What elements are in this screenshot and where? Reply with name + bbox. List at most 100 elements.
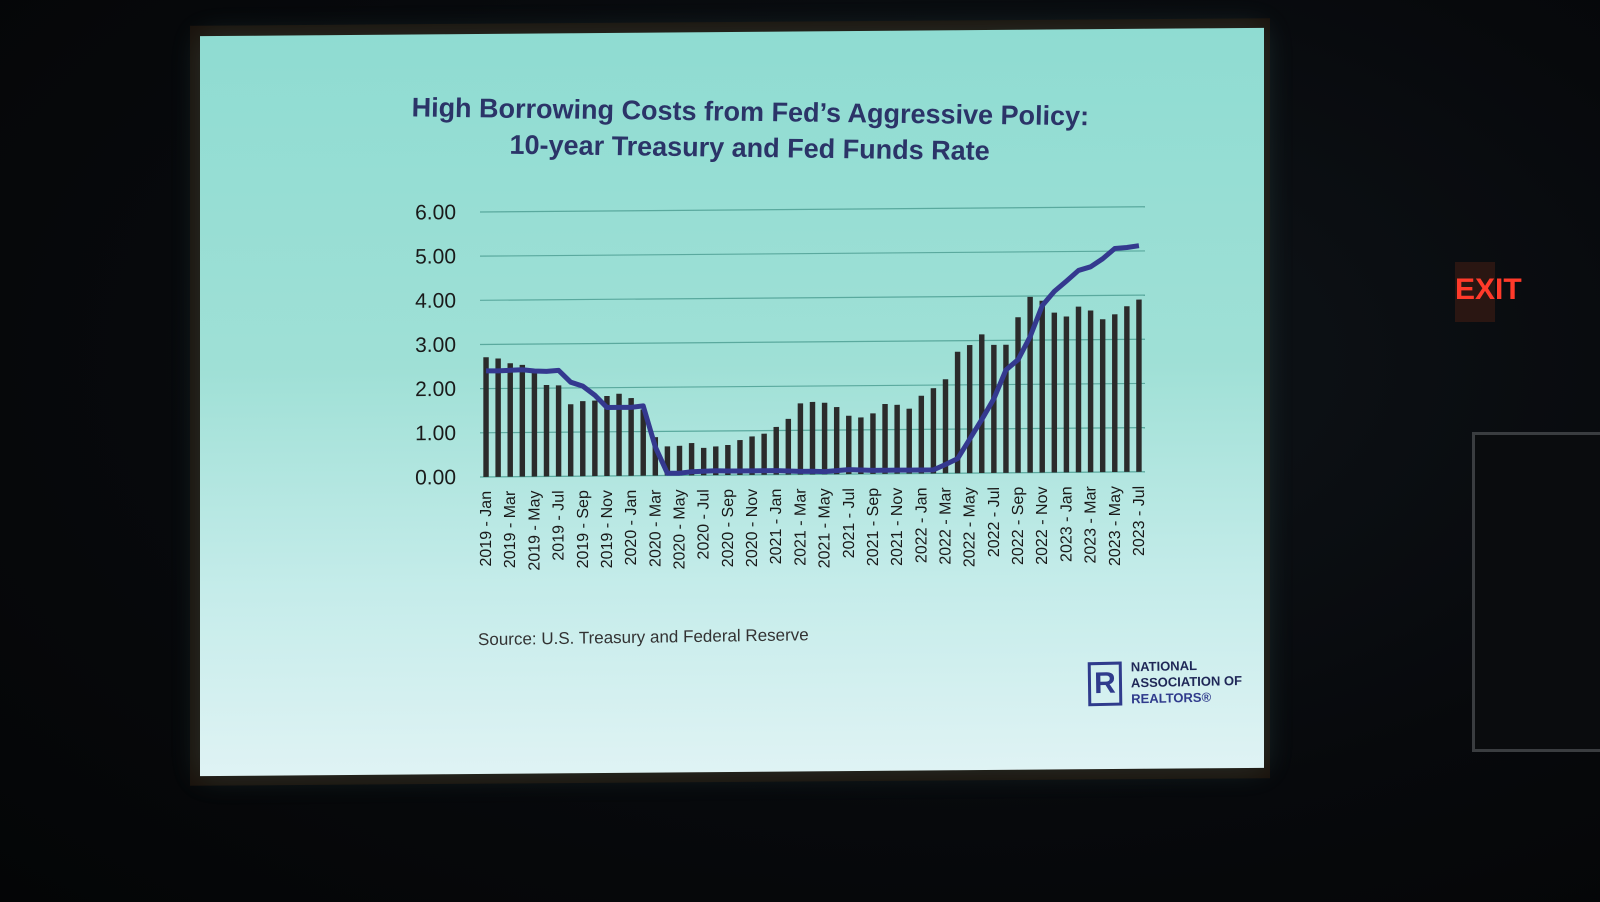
x-tick-label: 2022 - May	[962, 487, 979, 567]
chart-svg: 0.00 1.00 2.00 3.00 4.00 5.00 6.00 2019 - Jan 20…	[415, 201, 1148, 570]
bar	[991, 344, 997, 473]
y-gridline	[480, 250, 1145, 257]
bar	[725, 444, 731, 476]
y-tick-label: 5.00	[415, 245, 456, 268]
bar	[846, 415, 852, 475]
x-tick-label: 2023 - Jul	[1131, 486, 1148, 556]
bar	[1099, 319, 1106, 473]
bar	[1075, 306, 1082, 473]
bar	[966, 345, 973, 474]
x-tick-label: 2023 - May	[1107, 486, 1124, 566]
x-tick-label: 2021 - Sep	[865, 488, 882, 567]
x-tick-label: 2022 - Jan	[913, 487, 930, 563]
bar	[1015, 317, 1021, 473]
bar	[640, 409, 646, 476]
y-tick-label: 0.00	[415, 466, 456, 489]
bar	[713, 446, 719, 476]
x-tick-label: 2019 - May	[526, 490, 543, 570]
y-gridline	[480, 382, 1145, 390]
bar	[676, 445, 683, 476]
logo-line-2: ASSOCIATION OF	[1130, 672, 1243, 691]
bar	[1124, 306, 1130, 472]
y-tick-label: 6.00	[415, 201, 456, 224]
x-tick-label: 2021 - Mar	[792, 488, 809, 566]
bar	[761, 433, 767, 475]
x-tick-label: 2020 - Nov	[744, 489, 761, 567]
bar	[567, 404, 574, 477]
bar	[1063, 316, 1070, 473]
bar	[616, 393, 622, 476]
y-tick-label: 4.00	[415, 290, 456, 313]
nar-logo: R NATIONAL ASSOCIATION OF REALTORS®	[1087, 657, 1243, 708]
bar	[628, 398, 634, 476]
logo-text: NATIONAL ASSOCIATION OF REALTORS®	[1131, 657, 1243, 707]
realtor-r-icon: R	[1087, 661, 1123, 707]
bar	[870, 413, 876, 474]
bar	[737, 440, 743, 475]
bar	[894, 404, 900, 474]
bar	[700, 447, 707, 476]
x-tick-label: 2021 - May	[817, 488, 834, 568]
bar	[1136, 299, 1142, 472]
bar	[833, 407, 840, 475]
bar	[785, 418, 792, 475]
bar	[519, 364, 526, 477]
y-gridline	[480, 206, 1145, 213]
bar	[858, 417, 864, 475]
bar	[1027, 296, 1033, 473]
x-tick-label: 2020 - Jul	[696, 489, 713, 559]
fed-funds-line	[486, 243, 1140, 476]
x-tick-label: 2019 - Jul	[551, 490, 568, 560]
x-tick-label: 2020 - Mar	[647, 489, 664, 567]
bar	[809, 401, 816, 475]
bar	[821, 402, 828, 475]
y-tick-label: 2.00	[415, 378, 456, 401]
y-tick-label: 1.00	[415, 422, 456, 445]
bar	[507, 363, 513, 477]
bar	[906, 408, 912, 474]
bar	[979, 334, 985, 474]
bar	[592, 400, 598, 477]
bar	[1039, 300, 1045, 473]
x-tick-label: 2020 - Jan	[623, 490, 640, 566]
bar	[604, 396, 610, 477]
bar	[882, 403, 888, 474]
x-tick-label: 2022 - Mar	[938, 487, 955, 565]
x-tick-label: 2019 - Mar	[502, 490, 519, 568]
bar	[930, 388, 937, 474]
bar	[1087, 310, 1094, 473]
x-tick-label: 2019 - Sep	[575, 490, 592, 569]
x-tick-label: 2023 - Mar	[1083, 485, 1100, 563]
x-tick-label: 2020 - May	[672, 489, 689, 569]
bar	[918, 395, 925, 474]
x-tick-label: 2021 - Nov	[889, 488, 906, 566]
bar	[543, 385, 550, 477]
bar	[1112, 314, 1118, 473]
x-tick-label: 2022 - Jul	[986, 487, 1003, 557]
bar	[483, 357, 489, 477]
bar	[954, 351, 961, 474]
bar	[580, 401, 586, 477]
bar	[555, 385, 562, 477]
y-tick-label: 3.00	[415, 334, 456, 357]
exit-sign: EXIT	[1455, 262, 1522, 322]
projection-screen: High Borrowing Costs from Fed’s Aggressi…	[200, 27, 1264, 777]
bar	[1051, 312, 1058, 473]
bar	[531, 370, 538, 477]
x-tick-label: 2019 - Jan	[478, 491, 495, 567]
bar	[495, 358, 501, 477]
x-tick-label: 2023 - Jan	[1058, 486, 1075, 562]
bar	[773, 426, 779, 475]
doorway	[1472, 432, 1600, 752]
x-tick-label: 2022 - Sep	[1010, 487, 1027, 566]
x-tick-label: 2022 - Nov	[1034, 486, 1051, 564]
x-tick-label: 2020 - Sep	[720, 489, 737, 568]
x-tick-label: 2021 - Jan	[768, 489, 785, 565]
bar	[1003, 344, 1009, 473]
x-tick-label: 2021 - Jul	[841, 488, 858, 558]
bar	[749, 436, 755, 475]
y-gridline	[480, 338, 1145, 346]
bar	[688, 443, 695, 476]
bar	[942, 379, 949, 474]
x-tick-label: 2019 - Nov	[599, 490, 616, 568]
